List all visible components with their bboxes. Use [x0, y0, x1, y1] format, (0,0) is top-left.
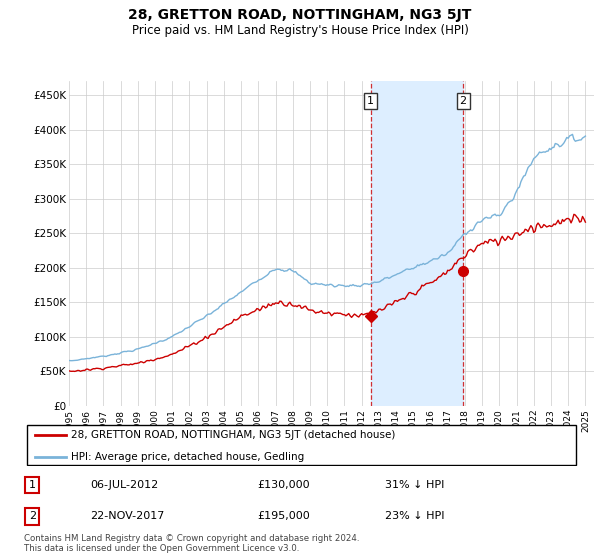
FancyBboxPatch shape: [27, 425, 576, 465]
Text: 22-NOV-2017: 22-NOV-2017: [91, 511, 165, 521]
Text: 1: 1: [367, 96, 374, 106]
Text: £130,000: £130,000: [257, 480, 310, 490]
Text: 31% ↓ HPI: 31% ↓ HPI: [385, 480, 444, 490]
Text: Price paid vs. HM Land Registry's House Price Index (HPI): Price paid vs. HM Land Registry's House …: [131, 24, 469, 36]
Text: HPI: Average price, detached house, Gedling: HPI: Average price, detached house, Gedl…: [71, 452, 304, 461]
Text: 2: 2: [460, 96, 467, 106]
Text: 06-JUL-2012: 06-JUL-2012: [91, 480, 159, 490]
Bar: [371, 81, 463, 406]
Text: 1: 1: [29, 480, 36, 490]
Text: 28, GRETTON ROAD, NOTTINGHAM, NG3 5JT (detached house): 28, GRETTON ROAD, NOTTINGHAM, NG3 5JT (d…: [71, 430, 395, 440]
Text: Contains HM Land Registry data © Crown copyright and database right 2024.
This d: Contains HM Land Registry data © Crown c…: [24, 534, 359, 553]
Text: 28, GRETTON ROAD, NOTTINGHAM, NG3 5JT: 28, GRETTON ROAD, NOTTINGHAM, NG3 5JT: [128, 8, 472, 22]
Text: 2: 2: [29, 511, 36, 521]
Text: £195,000: £195,000: [257, 511, 310, 521]
Text: 23% ↓ HPI: 23% ↓ HPI: [385, 511, 444, 521]
